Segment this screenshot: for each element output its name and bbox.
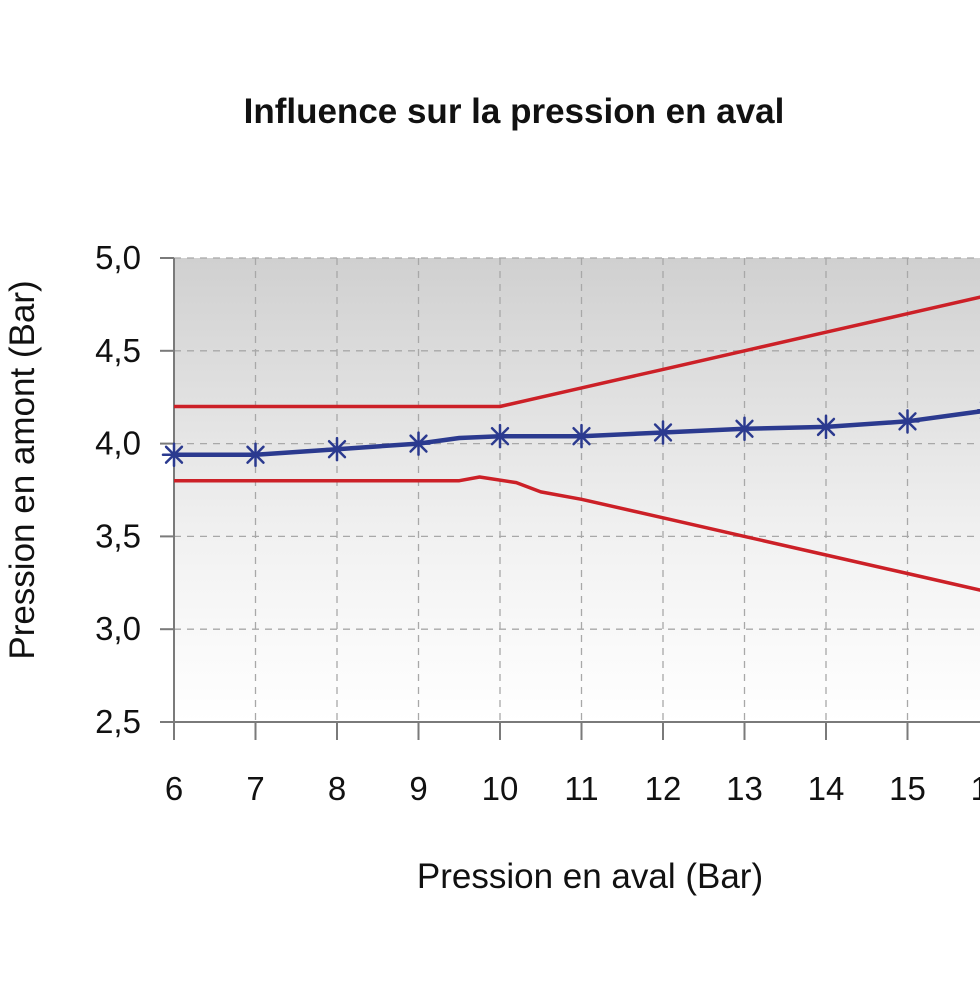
data-point-marker <box>569 423 594 449</box>
chart-title: Influence sur la pression en aval <box>244 92 785 131</box>
x-tick-label: 16 <box>971 770 980 807</box>
data-point-marker <box>324 436 350 462</box>
data-point-marker <box>650 420 676 445</box>
data-point-marker <box>732 416 757 442</box>
x-axis-title: Pression en aval (Bar) <box>417 857 763 896</box>
axes <box>160 257 980 740</box>
y-tick-label: 4,5 <box>95 332 141 369</box>
y-axis-title: Pression en amont (Bar) <box>3 280 42 659</box>
plot-area <box>174 258 980 722</box>
x-tick-labels: 6 7 8 9 10 11 12 13 14 15 16 <box>165 770 980 807</box>
series-line-2 <box>174 409 980 457</box>
x-tick-label: 15 <box>889 770 926 807</box>
y-tick-label: 4,0 <box>95 425 141 462</box>
y-tick-label: 3,0 <box>95 610 141 647</box>
y-tick-labels: 2,5 3,0 3,5 4,0 4,5 5,0 <box>95 239 141 740</box>
x-tick-label: 9 <box>409 770 427 807</box>
data-point-marker <box>895 409 920 434</box>
x-tick-label: 11 <box>564 770 598 807</box>
y-tick-label: 3,5 <box>95 517 141 554</box>
data-point-marker <box>406 431 431 456</box>
x-tick-label: 13 <box>726 770 763 807</box>
y-tick-label: 5,0 <box>95 239 141 276</box>
series-line-3 <box>174 475 980 592</box>
x-tick-label: 8 <box>328 770 346 807</box>
x-tick-label: 14 <box>808 770 845 807</box>
series-line-1 <box>174 295 980 409</box>
series-lines <box>161 295 980 592</box>
x-tick-label: 12 <box>645 770 682 807</box>
data-point-marker <box>243 442 268 467</box>
data-point-marker <box>161 442 187 467</box>
x-tick-label: 10 <box>482 770 519 807</box>
x-tick-label: 6 <box>165 770 183 807</box>
x-tick-label: 7 <box>246 770 264 807</box>
data-point-marker <box>487 423 513 449</box>
y-tick-label: 2,5 <box>95 703 141 740</box>
data-point-marker <box>813 414 839 440</box>
